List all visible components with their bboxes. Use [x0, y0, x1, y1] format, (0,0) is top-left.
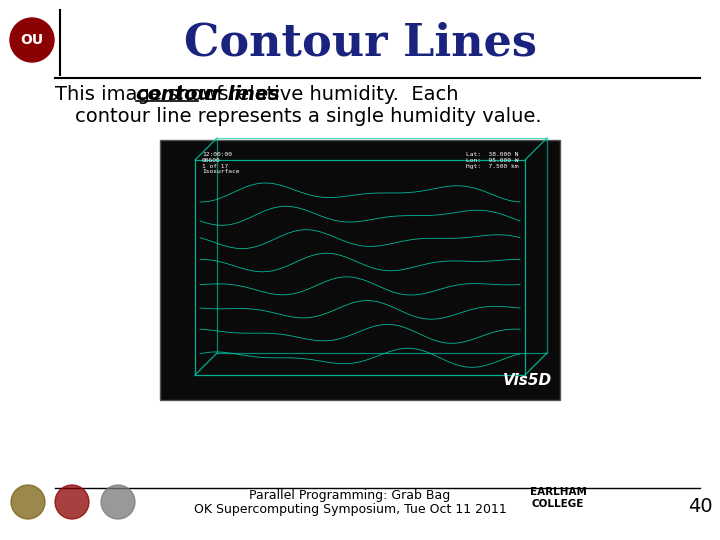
Text: 40: 40: [688, 497, 712, 516]
Text: This image shows: This image shows: [55, 85, 235, 105]
Text: 12:00:00
00600
1 of 17
Isosurface: 12:00:00 00600 1 of 17 Isosurface: [202, 152, 240, 174]
Text: OK Supercomputing Symposium, Tue Oct 11 2011: OK Supercomputing Symposium, Tue Oct 11 …: [194, 503, 506, 516]
Text: OU: OU: [20, 33, 44, 47]
Text: contour line represents a single humidity value.: contour line represents a single humidit…: [75, 107, 541, 126]
Text: Vis5D: Vis5D: [503, 373, 552, 388]
Circle shape: [101, 485, 135, 519]
Circle shape: [55, 485, 89, 519]
Text: Parallel Programming: Grab Bag: Parallel Programming: Grab Bag: [249, 489, 451, 503]
Text: contour lines: contour lines: [136, 85, 280, 105]
FancyBboxPatch shape: [160, 140, 560, 400]
Text: Contour Lines: Contour Lines: [184, 22, 536, 64]
Text: of relative humidity.  Each: of relative humidity. Each: [198, 85, 459, 105]
Circle shape: [10, 18, 54, 62]
Text: EARLHAM
COLLEGE: EARLHAM COLLEGE: [530, 487, 586, 509]
Circle shape: [11, 485, 45, 519]
Text: Lat:  38.000 N
Lon:  95.000 W
Hgt:  7.500 km: Lat: 38.000 N Lon: 95.000 W Hgt: 7.500 k…: [466, 152, 518, 168]
